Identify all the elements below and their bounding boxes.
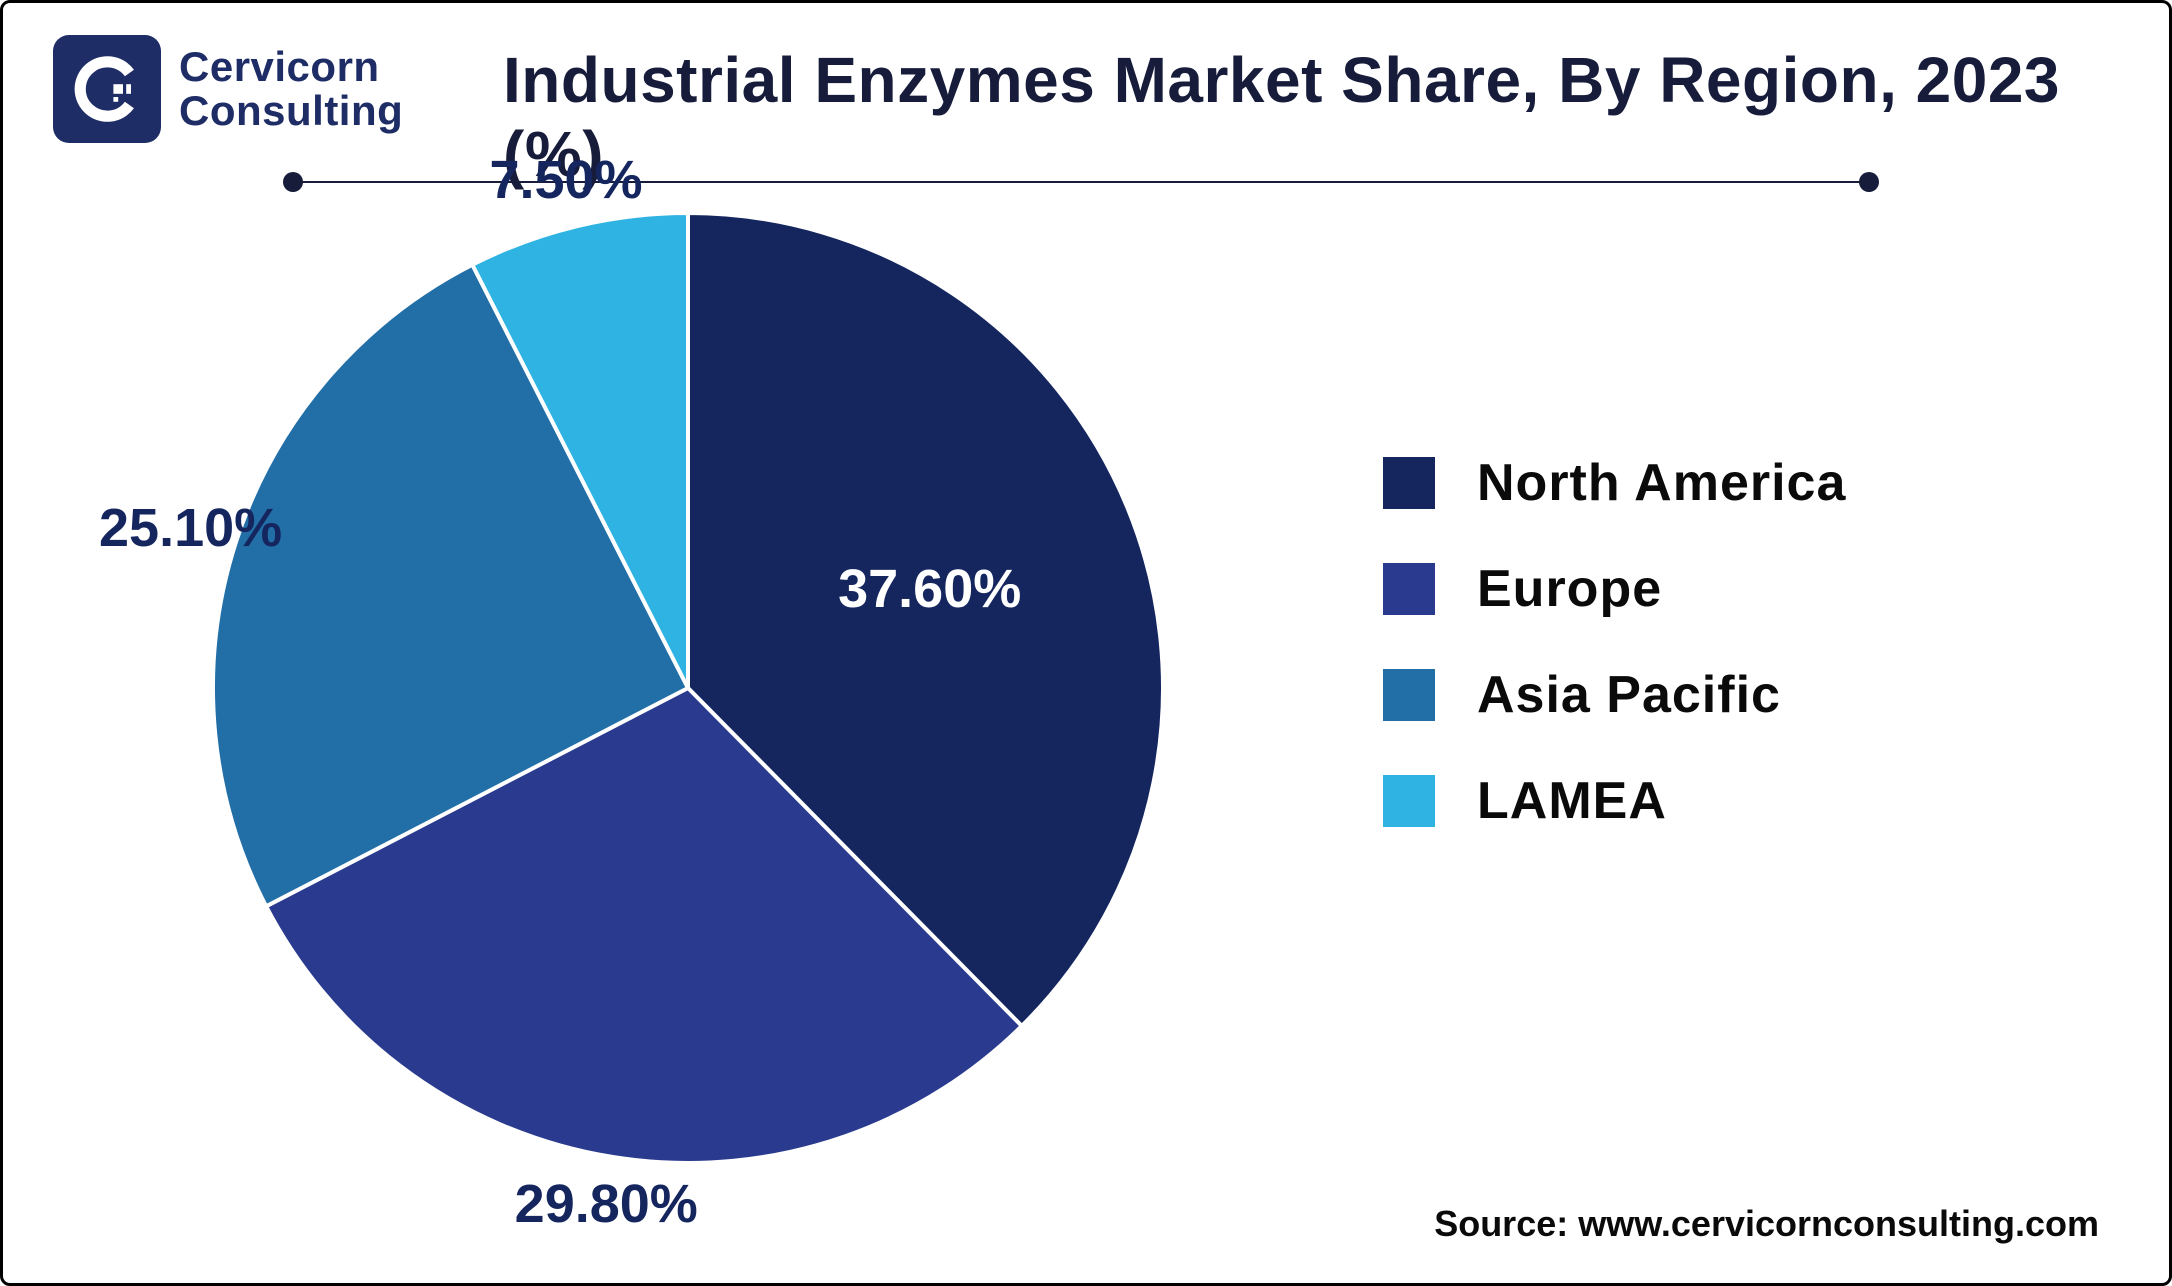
slice-label: 29.80% xyxy=(515,1173,698,1235)
legend-label: Europe xyxy=(1477,559,1662,619)
logo-c-icon xyxy=(67,49,147,129)
legend-swatch xyxy=(1383,457,1435,509)
slice-label: 25.10% xyxy=(99,497,282,559)
brand-name-line2: Consulting xyxy=(179,89,403,133)
legend-swatch xyxy=(1383,669,1435,721)
slice-label: 7.50% xyxy=(489,149,642,211)
legend-item-europe: Europe xyxy=(1383,559,1846,619)
legend-item-north-america: North America xyxy=(1383,453,1846,513)
legend-item-lamea: LAMEA xyxy=(1383,771,1846,831)
chart-title: Industrial Enzymes Market Share, By Regi… xyxy=(503,43,2089,191)
legend-item-asia-pacific: Asia Pacific xyxy=(1383,665,1846,725)
brand-name-line1: Cervicorn xyxy=(179,45,403,89)
legend-swatch xyxy=(1383,775,1435,827)
slice-label: 37.60% xyxy=(838,558,1021,620)
legend-swatch xyxy=(1383,563,1435,615)
pie-chart: 37.60%29.80%25.10%7.50% xyxy=(213,213,1163,1163)
legend-label: North America xyxy=(1477,453,1846,513)
legend-label: LAMEA xyxy=(1477,771,1667,831)
brand-logo: Cervicorn Consulting xyxy=(53,35,403,143)
chart-frame: Cervicorn Consulting Industrial Enzymes … xyxy=(0,0,2172,1286)
legend-label: Asia Pacific xyxy=(1477,665,1781,725)
legend: North America Europe Asia Pacific LAMEA xyxy=(1383,453,1846,831)
pie-svg xyxy=(213,213,1163,1163)
source-line: Source: www.cervicornconsulting.com xyxy=(1434,1203,2099,1245)
brand-logo-text: Cervicorn Consulting xyxy=(179,45,403,133)
brand-logo-mark xyxy=(53,35,161,143)
